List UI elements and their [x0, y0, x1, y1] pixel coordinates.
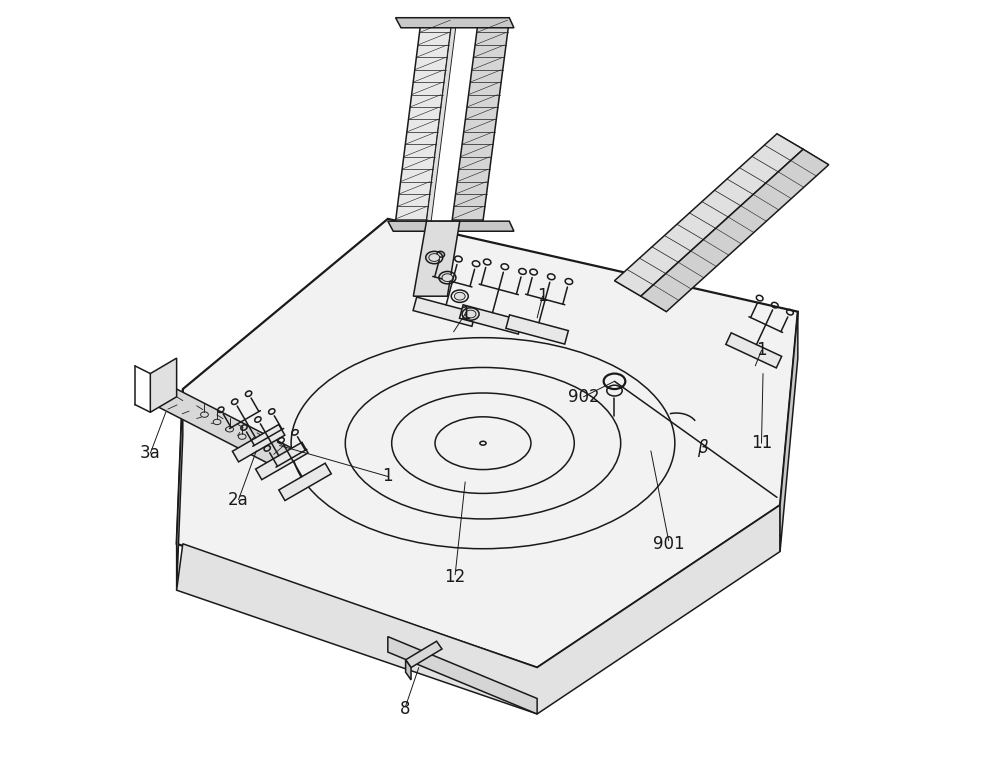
- Text: 12: 12: [445, 568, 466, 586]
- Polygon shape: [406, 641, 442, 667]
- Polygon shape: [406, 660, 411, 680]
- Polygon shape: [256, 443, 308, 480]
- Text: 1: 1: [537, 288, 548, 305]
- Text: 1: 1: [460, 305, 471, 323]
- Text: 902: 902: [568, 388, 599, 406]
- Polygon shape: [153, 389, 297, 467]
- Polygon shape: [614, 134, 803, 296]
- Text: 11: 11: [751, 434, 772, 452]
- Polygon shape: [177, 219, 798, 667]
- Polygon shape: [413, 297, 476, 326]
- Polygon shape: [780, 312, 798, 552]
- Text: 8: 8: [400, 700, 411, 718]
- Ellipse shape: [429, 253, 440, 261]
- Polygon shape: [150, 358, 177, 412]
- Polygon shape: [459, 305, 522, 334]
- Polygon shape: [279, 463, 331, 501]
- Polygon shape: [506, 315, 568, 344]
- Polygon shape: [413, 221, 460, 296]
- Polygon shape: [726, 332, 782, 368]
- Polygon shape: [388, 636, 537, 714]
- Polygon shape: [641, 150, 829, 312]
- Text: 2a: 2a: [228, 491, 249, 508]
- Polygon shape: [452, 20, 509, 221]
- Polygon shape: [232, 425, 285, 462]
- Polygon shape: [177, 505, 780, 714]
- Text: 1: 1: [756, 341, 767, 360]
- Polygon shape: [396, 20, 452, 221]
- Ellipse shape: [465, 310, 476, 318]
- Polygon shape: [427, 20, 457, 221]
- Ellipse shape: [442, 274, 453, 281]
- Polygon shape: [177, 389, 183, 591]
- Text: β: β: [697, 439, 708, 456]
- Polygon shape: [396, 18, 514, 28]
- Text: 3a: 3a: [140, 444, 161, 462]
- Text: 1: 1: [383, 467, 393, 485]
- Ellipse shape: [454, 292, 465, 300]
- Polygon shape: [388, 221, 514, 231]
- Text: 901: 901: [653, 535, 684, 553]
